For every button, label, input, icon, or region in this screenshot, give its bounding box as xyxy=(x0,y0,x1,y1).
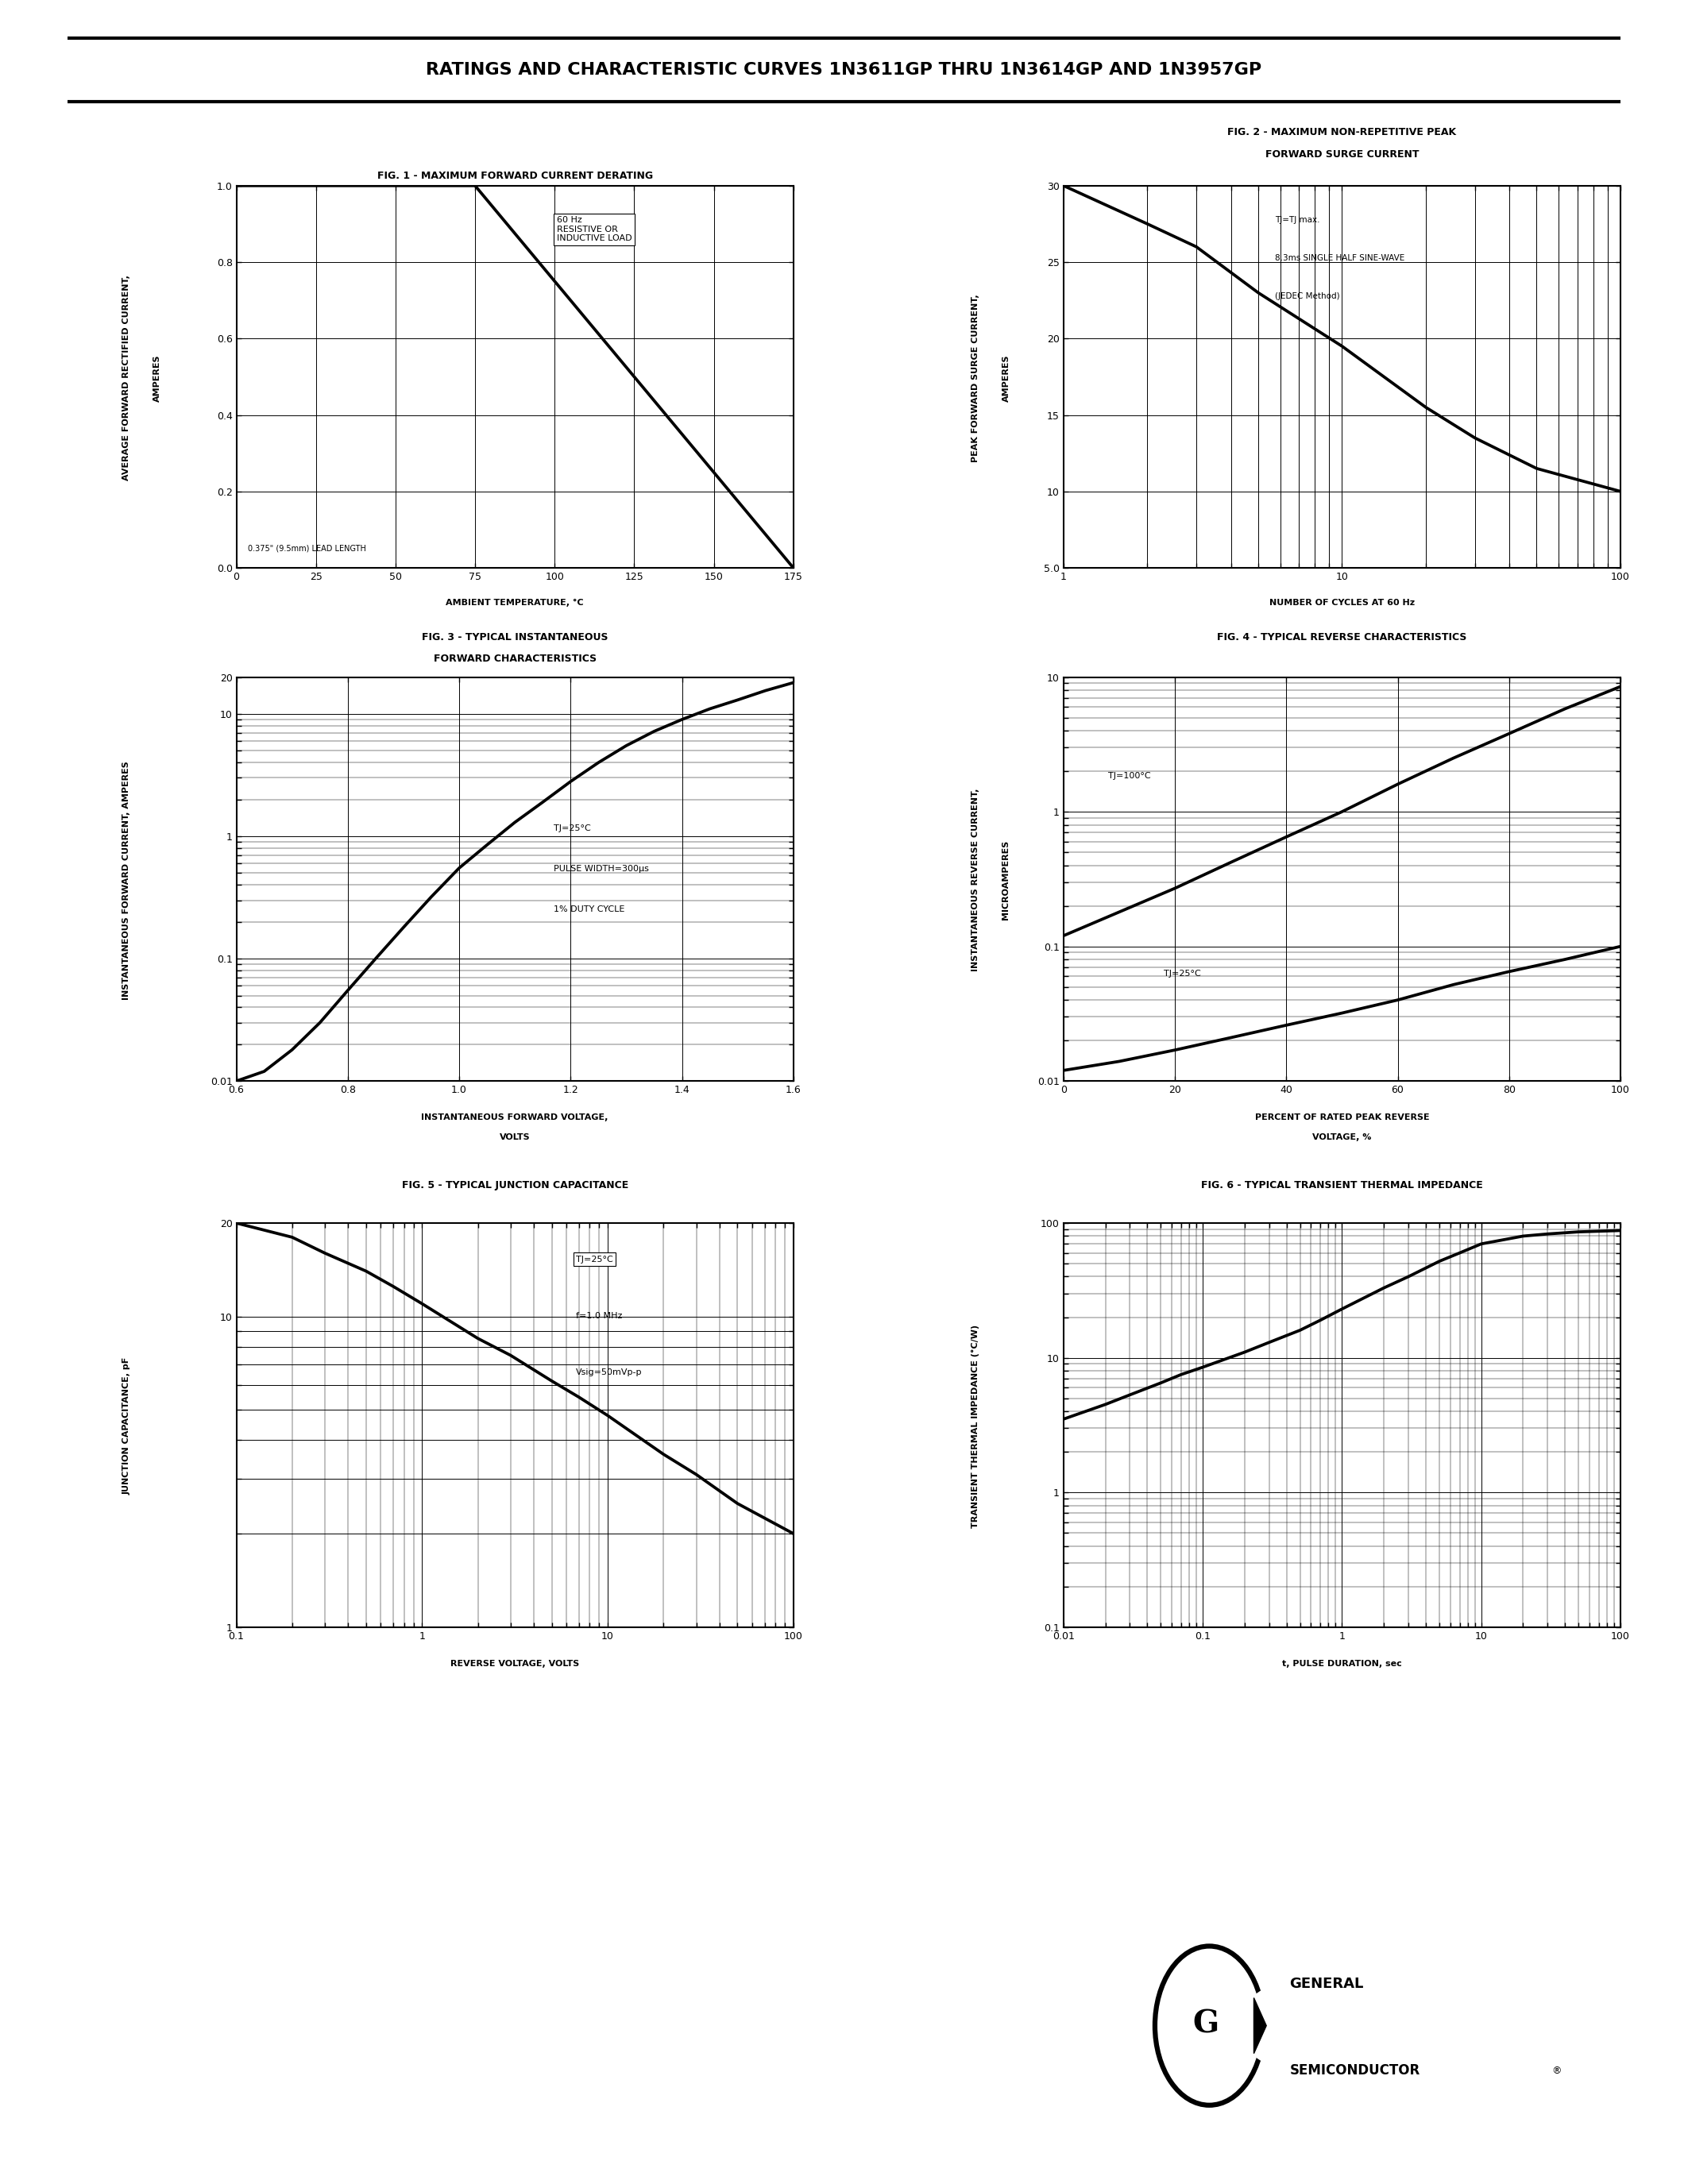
Text: VOLTS: VOLTS xyxy=(500,1133,530,1142)
Text: INSTANTANEOUS FORWARD VOLTAGE,: INSTANTANEOUS FORWARD VOLTAGE, xyxy=(422,1114,608,1123)
Text: TJ=TJ max.: TJ=TJ max. xyxy=(1274,216,1320,225)
Text: AMBIENT TEMPERATURE, °C: AMBIENT TEMPERATURE, °C xyxy=(446,598,584,607)
Text: TRANSIENT THERMAL IMPEDANCE (°C/W): TRANSIENT THERMAL IMPEDANCE (°C/W) xyxy=(972,1324,979,1529)
Circle shape xyxy=(1160,1952,1259,2099)
Text: 0.375" (9.5mm) LEAD LENGTH: 0.375" (9.5mm) LEAD LENGTH xyxy=(248,544,366,553)
Text: TJ=25°C: TJ=25°C xyxy=(554,823,591,832)
Text: INSTANTANEOUS FORWARD CURRENT, AMPERES: INSTANTANEOUS FORWARD CURRENT, AMPERES xyxy=(123,760,130,1000)
Polygon shape xyxy=(1254,1998,1266,2053)
Wedge shape xyxy=(1209,1990,1268,2062)
Text: FIG. 2 - MAXIMUM NON-REPETITIVE PEAK: FIG. 2 - MAXIMUM NON-REPETITIVE PEAK xyxy=(1227,127,1457,138)
Text: REVERSE VOLTAGE, VOLTS: REVERSE VOLTAGE, VOLTS xyxy=(451,1660,579,1669)
Text: PERCENT OF RATED PEAK REVERSE: PERCENT OF RATED PEAK REVERSE xyxy=(1254,1114,1430,1123)
Text: ®: ® xyxy=(1551,2066,1561,2075)
Text: FIG. 4 - TYPICAL REVERSE CHARACTERISTICS: FIG. 4 - TYPICAL REVERSE CHARACTERISTICS xyxy=(1217,631,1467,642)
Text: PEAK FORWARD SURGE CURRENT,: PEAK FORWARD SURGE CURRENT, xyxy=(972,295,979,461)
Text: MICROAMPERES: MICROAMPERES xyxy=(1003,841,1009,919)
Text: Vsig=50mVp-p: Vsig=50mVp-p xyxy=(576,1369,643,1376)
Text: FIG. 6 - TYPICAL TRANSIENT THERMAL IMPEDANCE: FIG. 6 - TYPICAL TRANSIENT THERMAL IMPED… xyxy=(1202,1179,1482,1190)
Text: FIG. 3 - TYPICAL INSTANTANEOUS: FIG. 3 - TYPICAL INSTANTANEOUS xyxy=(422,631,608,642)
Text: (JEDEC Method): (JEDEC Method) xyxy=(1274,293,1340,301)
Text: AMPERES: AMPERES xyxy=(1003,354,1009,402)
Text: G: G xyxy=(1192,2009,1219,2040)
Text: 1% DUTY CYCLE: 1% DUTY CYCLE xyxy=(554,904,625,913)
Text: 60 Hz
RESISTIVE OR
INDUCTIVE LOAD: 60 Hz RESISTIVE OR INDUCTIVE LOAD xyxy=(557,216,631,242)
Text: JUNCTION CAPACITANCE, pF: JUNCTION CAPACITANCE, pF xyxy=(123,1356,130,1496)
Text: VOLTAGE, %: VOLTAGE, % xyxy=(1313,1133,1371,1142)
Text: TJ=25°C: TJ=25°C xyxy=(1163,970,1200,978)
Title: FIG. 1 - MAXIMUM FORWARD CURRENT DERATING: FIG. 1 - MAXIMUM FORWARD CURRENT DERATIN… xyxy=(376,170,653,181)
Text: FIG. 5 - TYPICAL JUNCTION CAPACITANCE: FIG. 5 - TYPICAL JUNCTION CAPACITANCE xyxy=(402,1179,628,1190)
Text: INSTANTANEOUS REVERSE CURRENT,: INSTANTANEOUS REVERSE CURRENT, xyxy=(972,788,979,972)
Text: TJ=25°C: TJ=25°C xyxy=(576,1256,613,1262)
Text: AMPERES: AMPERES xyxy=(154,354,160,402)
Text: FORWARD CHARACTERISTICS: FORWARD CHARACTERISTICS xyxy=(434,653,596,664)
Text: NUMBER OF CYCLES AT 60 Hz: NUMBER OF CYCLES AT 60 Hz xyxy=(1269,598,1415,607)
Text: GENERAL: GENERAL xyxy=(1290,1977,1364,1992)
Text: 8.3ms SINGLE HALF SINE-WAVE: 8.3ms SINGLE HALF SINE-WAVE xyxy=(1274,256,1404,262)
Text: SEMICONDUCTOR: SEMICONDUCTOR xyxy=(1290,2064,1420,2077)
Text: AVERAGE FORWARD RECTIFIED CURRENT,: AVERAGE FORWARD RECTIFIED CURRENT, xyxy=(123,275,130,480)
Text: f=1.0 MHz: f=1.0 MHz xyxy=(576,1313,623,1319)
Text: t, PULSE DURATION, sec: t, PULSE DURATION, sec xyxy=(1283,1660,1401,1669)
Text: RATINGS AND CHARACTERISTIC CURVES 1N3611GP THRU 1N3614GP AND 1N3957GP: RATINGS AND CHARACTERISTIC CURVES 1N3611… xyxy=(425,61,1263,79)
Text: TJ=100°C: TJ=100°C xyxy=(1107,771,1151,780)
Text: PULSE WIDTH=300µs: PULSE WIDTH=300µs xyxy=(554,865,650,874)
Text: FORWARD SURGE CURRENT: FORWARD SURGE CURRENT xyxy=(1264,149,1420,159)
